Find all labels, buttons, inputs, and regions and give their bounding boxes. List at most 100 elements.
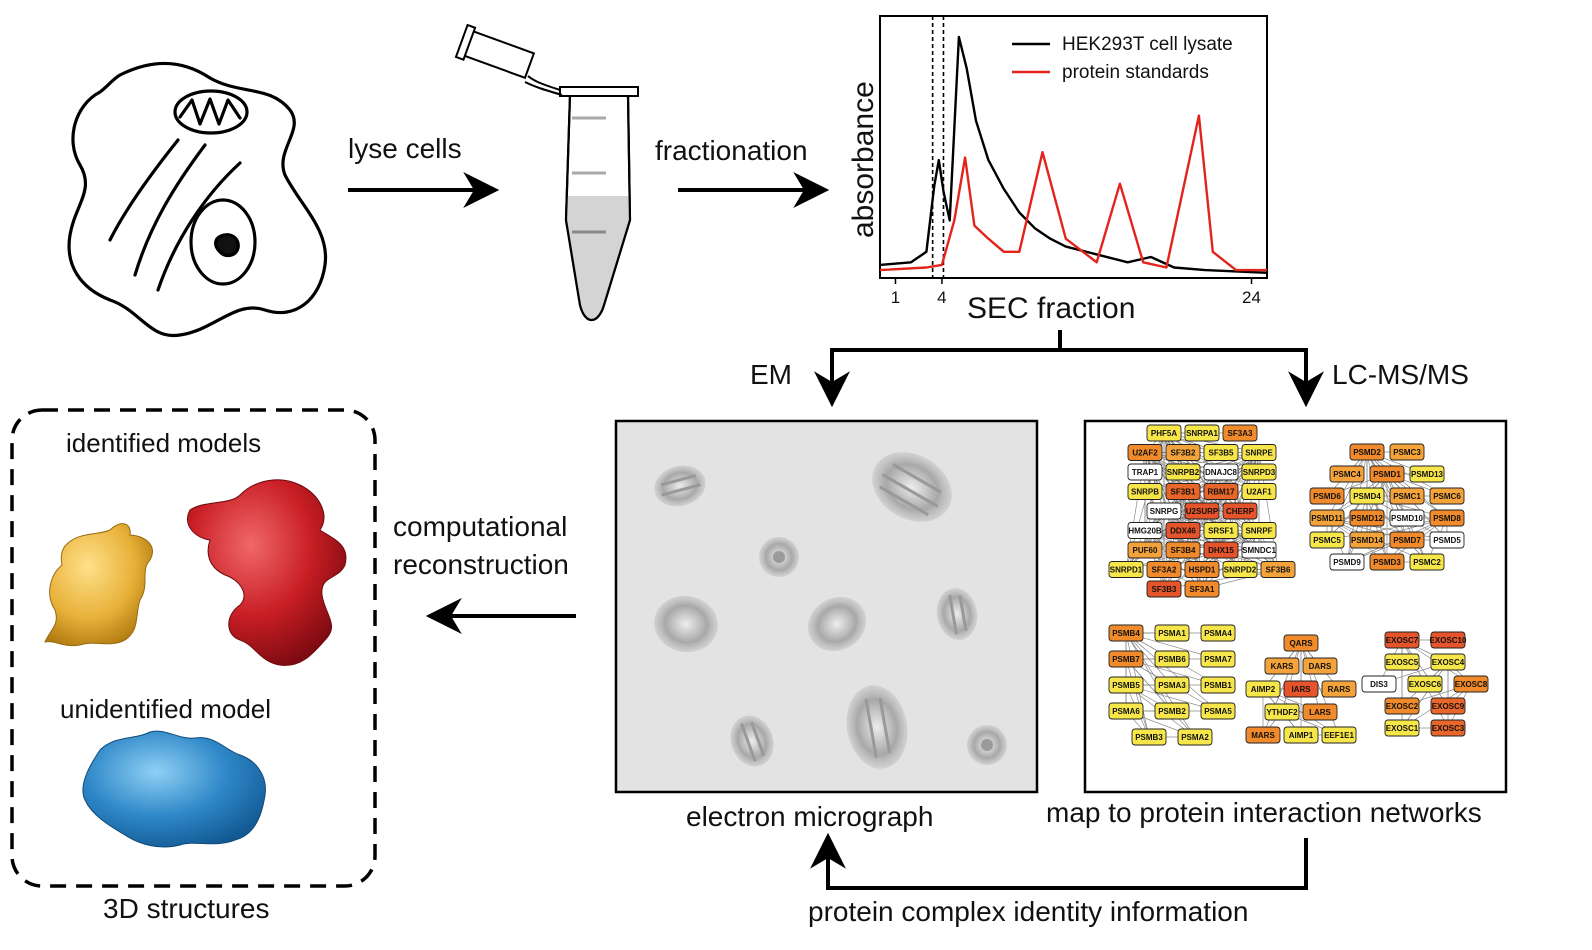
node-label: EXOSC6 [1409, 680, 1442, 689]
network-edge [1144, 530, 1260, 551]
node-box [1384, 697, 1420, 715]
legend-entry: protein standards [1062, 62, 1209, 83]
node-box [1241, 444, 1277, 461]
fractionation-label: fractionation [655, 135, 808, 166]
network-node: DIS3 [1361, 675, 1397, 693]
node-label: EXOSC8 [1455, 680, 1488, 689]
node-box [1329, 553, 1365, 571]
network-node: SNRPD1 [1108, 561, 1144, 578]
lyse-cells-label: lyse cells [348, 133, 462, 164]
node-box [1127, 444, 1163, 461]
network-node: PSMD6 [1309, 487, 1345, 505]
node-box [1245, 680, 1281, 698]
network-node: SF3B6 [1260, 561, 1296, 578]
network-node: SNRPA1 [1184, 424, 1220, 442]
network-node: PSMD9 [1329, 553, 1365, 571]
network-node: PSMD14 [1349, 531, 1385, 549]
network-node: U2AF2 [1127, 444, 1163, 461]
node-box [1349, 487, 1385, 505]
particle [730, 715, 774, 767]
network-edge [1125, 658, 1196, 738]
node-box [1321, 680, 1357, 698]
particle [967, 725, 1007, 765]
network-node: SNRPF [1241, 522, 1277, 539]
node-label: EXOSC1 [1386, 724, 1419, 733]
node-box [1429, 531, 1465, 549]
network-node: U2SURP [1184, 502, 1220, 520]
network-node: SRSF1 [1203, 522, 1239, 539]
lcms-label: LC-MS/MS [1332, 359, 1469, 390]
node-label: SRSF1 [1208, 527, 1234, 536]
x-tick-label: 24 [1242, 288, 1261, 307]
node-label: PSMC6 [1433, 492, 1461, 501]
network-node: PSMB6 [1154, 650, 1190, 668]
node-label: SNRPB [1131, 488, 1159, 497]
node-box [1108, 624, 1144, 642]
node-box [1184, 424, 1220, 442]
network-node: PSMD4 [1349, 487, 1385, 505]
blue-density-model [82, 730, 266, 848]
node-box [1264, 657, 1300, 675]
node-box [1127, 522, 1163, 539]
node-label: U2AF2 [1132, 449, 1158, 458]
node-box [1127, 463, 1163, 481]
node-label: PSMB6 [1158, 655, 1186, 664]
network-edge [1326, 451, 1368, 519]
node-box [1154, 624, 1190, 642]
node-box [1184, 580, 1220, 598]
network-node: PSMB2 [1154, 702, 1190, 720]
node-label: PSMC1 [1393, 492, 1421, 501]
node-box [1349, 443, 1385, 461]
node-box [1203, 463, 1239, 481]
particle [654, 595, 718, 653]
network-node: PSMA7 [1200, 650, 1236, 668]
node-box [1321, 726, 1357, 744]
node-box [1203, 444, 1239, 461]
network-node: DDX46 [1165, 522, 1201, 539]
network-exosome: EXOSC7 EXOSC10 EXOSC5 EXOSC4 DIS3 EXOSC6 EXOSC… [1361, 631, 1489, 737]
network-proteasome-core: PSMB4 PSMA1 PSMA4 PSMB7 PSMB6 PSMA7 PSMB5 PSMA3… [1108, 624, 1236, 746]
node-label: PSMD1 [1373, 470, 1401, 479]
network-node: PSMA1 [1154, 624, 1190, 642]
network-node: PSMD3 [1369, 553, 1405, 571]
node-label: PSMA6 [1112, 707, 1140, 716]
network-node: PSMD10 [1389, 509, 1425, 527]
network-node: SNRPB2 [1165, 463, 1201, 481]
network-node: SF3B3 [1146, 580, 1182, 598]
node-label: SNRPF [1245, 527, 1272, 536]
node-box [1203, 483, 1239, 500]
network-node: PSMC1 [1389, 487, 1425, 505]
node-label: SNRPB2 [1167, 468, 1200, 477]
structures-title: 3D structures [103, 893, 270, 924]
reconstruction-label-1: computational [393, 511, 567, 542]
network-node: PSMB1 [1200, 676, 1236, 694]
feedback-arrow [810, 832, 1308, 890]
network-edge [1326, 517, 1448, 541]
node-label: SNRPG [1150, 507, 1178, 516]
node-box [1108, 650, 1144, 668]
node-box [1177, 728, 1213, 746]
node-box [1184, 502, 1220, 520]
node-label: DIS3 [1370, 680, 1388, 689]
node-label: PUF60 [1133, 546, 1158, 555]
node-label: SNRPD1 [1110, 566, 1143, 575]
node-box [1241, 541, 1277, 559]
node-label: PSMD2 [1353, 448, 1381, 457]
network-edge [1144, 452, 1165, 512]
series-line-1 [879, 35, 1268, 274]
cell-illustration [67, 61, 328, 338]
network-node: PHF5A [1146, 424, 1182, 442]
network-node: PSMD2 [1349, 443, 1385, 461]
network-edge [1182, 491, 1260, 551]
network-node: EEF1E1 [1321, 726, 1357, 744]
network-node: PSMB3 [1131, 728, 1167, 746]
particle [846, 685, 908, 769]
network-node: PSMC4 [1329, 465, 1365, 483]
node-box [1260, 561, 1296, 578]
em-label: EM [750, 359, 792, 390]
network-node: RARS [1321, 680, 1357, 698]
node-box [1241, 522, 1277, 539]
node-label: EXOSC7 [1386, 636, 1419, 645]
network-node: YTHDF2 [1264, 703, 1300, 721]
network-node: PSMB7 [1108, 650, 1144, 668]
